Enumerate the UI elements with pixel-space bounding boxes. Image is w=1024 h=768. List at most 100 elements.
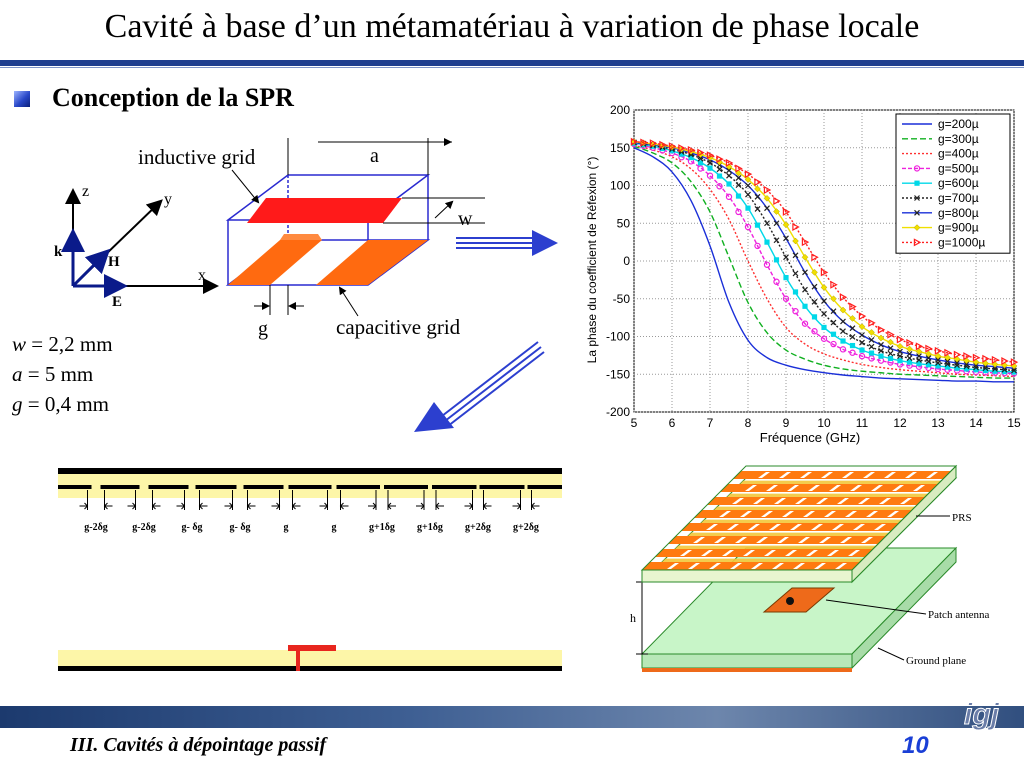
data-point bbox=[782, 221, 790, 229]
series-line bbox=[633, 143, 1015, 375]
gap-arrow bbox=[464, 502, 474, 510]
capacitive-strip bbox=[243, 485, 284, 489]
data-point bbox=[963, 352, 971, 361]
chart-series-8 bbox=[630, 137, 1019, 367]
gap-arrow bbox=[416, 502, 425, 510]
param-a: a = 5 mm bbox=[12, 362, 93, 387]
gap-arrow bbox=[271, 502, 281, 510]
data-point bbox=[716, 173, 723, 179]
data-point bbox=[678, 144, 686, 153]
prs-slot bbox=[680, 549, 693, 556]
data-point bbox=[783, 235, 789, 242]
legend-entry: g=1000µ bbox=[902, 235, 985, 249]
series-line bbox=[633, 141, 1015, 372]
data-point bbox=[802, 286, 808, 293]
prs-frame-top bbox=[640, 465, 958, 571]
gap-arrow bbox=[435, 502, 444, 510]
data-point bbox=[820, 335, 828, 342]
legend-entry: g=400µ bbox=[902, 147, 979, 161]
data-point bbox=[868, 336, 875, 343]
capacitive-strip bbox=[100, 485, 140, 489]
prs-slot bbox=[795, 497, 808, 504]
prs-slot bbox=[816, 497, 829, 504]
prs-slot bbox=[853, 523, 866, 530]
chart-series-1 bbox=[633, 145, 1015, 379]
capacitive-strip bbox=[527, 485, 562, 489]
data-point bbox=[925, 344, 933, 353]
prs-slot bbox=[913, 484, 926, 491]
inductive-grid-label: inductive grid bbox=[138, 145, 256, 169]
data-point bbox=[878, 353, 884, 359]
feed-patch bbox=[288, 645, 336, 651]
data-point bbox=[840, 318, 846, 325]
patch-antenna-label: Patch antenna bbox=[928, 609, 990, 621]
gap-arrow bbox=[512, 502, 522, 510]
data-point bbox=[782, 295, 790, 302]
prs-slot bbox=[735, 536, 748, 543]
legend-label: g=700µ bbox=[938, 191, 979, 205]
capacitive-strip bbox=[479, 485, 525, 489]
capacitive-strip bbox=[195, 485, 237, 489]
data-point bbox=[913, 224, 921, 231]
series-line bbox=[633, 147, 1015, 383]
data-point bbox=[659, 140, 667, 149]
param-symbol: w bbox=[12, 332, 27, 356]
prs-slot bbox=[719, 510, 732, 517]
data-point bbox=[925, 350, 932, 358]
data-point bbox=[763, 194, 771, 202]
prs-frame-side bbox=[641, 569, 853, 583]
legend-entry: g=600µ bbox=[902, 176, 979, 190]
data-point bbox=[745, 191, 751, 198]
prs-slot bbox=[845, 510, 858, 517]
dimension-w-label: w bbox=[458, 208, 473, 230]
data-point bbox=[935, 356, 941, 363]
data-point bbox=[1011, 367, 1017, 374]
data-point bbox=[754, 185, 761, 193]
param-value: = 5 mm bbox=[22, 362, 94, 386]
gap-label: g bbox=[332, 522, 337, 533]
data-point bbox=[839, 346, 847, 353]
ground-plane-label: Ground plane bbox=[906, 655, 966, 667]
data-point bbox=[877, 325, 886, 334]
data-point bbox=[763, 261, 771, 268]
gap-label: g-2δg bbox=[132, 522, 156, 533]
data-point bbox=[858, 312, 867, 321]
data-point bbox=[830, 295, 837, 303]
x-tick-label: 7 bbox=[707, 416, 714, 430]
data-point bbox=[839, 306, 847, 314]
ground-layer bbox=[58, 666, 562, 671]
data-point bbox=[878, 347, 884, 354]
height-label: h bbox=[630, 611, 636, 625]
prs-slot bbox=[879, 497, 892, 504]
data-point bbox=[897, 358, 903, 364]
prs-slot bbox=[764, 549, 777, 556]
prs-slot bbox=[848, 549, 861, 556]
prs-slot bbox=[790, 523, 803, 530]
bullet-square-icon bbox=[14, 91, 30, 107]
institution-logo: igj bbox=[964, 698, 1001, 732]
data-point bbox=[914, 195, 920, 201]
title-divider-thin bbox=[0, 67, 1024, 68]
data-point bbox=[868, 350, 875, 356]
data-point bbox=[973, 367, 979, 373]
prs-slot bbox=[926, 471, 939, 478]
data-point bbox=[716, 183, 723, 190]
y-tick-label: -150 bbox=[606, 367, 630, 381]
data-point bbox=[925, 355, 932, 361]
prs-slot bbox=[751, 562, 764, 569]
dimension-g-label: g bbox=[258, 318, 268, 340]
data-point bbox=[839, 293, 848, 302]
prs-slot bbox=[761, 510, 774, 517]
data-point bbox=[877, 334, 885, 342]
patch-antenna bbox=[762, 587, 836, 613]
capacitive-strips bbox=[58, 485, 562, 489]
prs-slot bbox=[785, 549, 798, 556]
data-point bbox=[792, 223, 800, 232]
e-field-label: E bbox=[112, 294, 122, 310]
data-point bbox=[811, 328, 818, 335]
gap-variation-diagram: g-2δg g-2δg g- δg g- δg g g g+1δg g+1δg g+2δg g+2… bbox=[58, 468, 562, 671]
metal-layer-top bbox=[58, 468, 562, 474]
data-point bbox=[801, 253, 809, 261]
unit-cell-box bbox=[225, 174, 431, 286]
prs-slot bbox=[832, 523, 845, 530]
